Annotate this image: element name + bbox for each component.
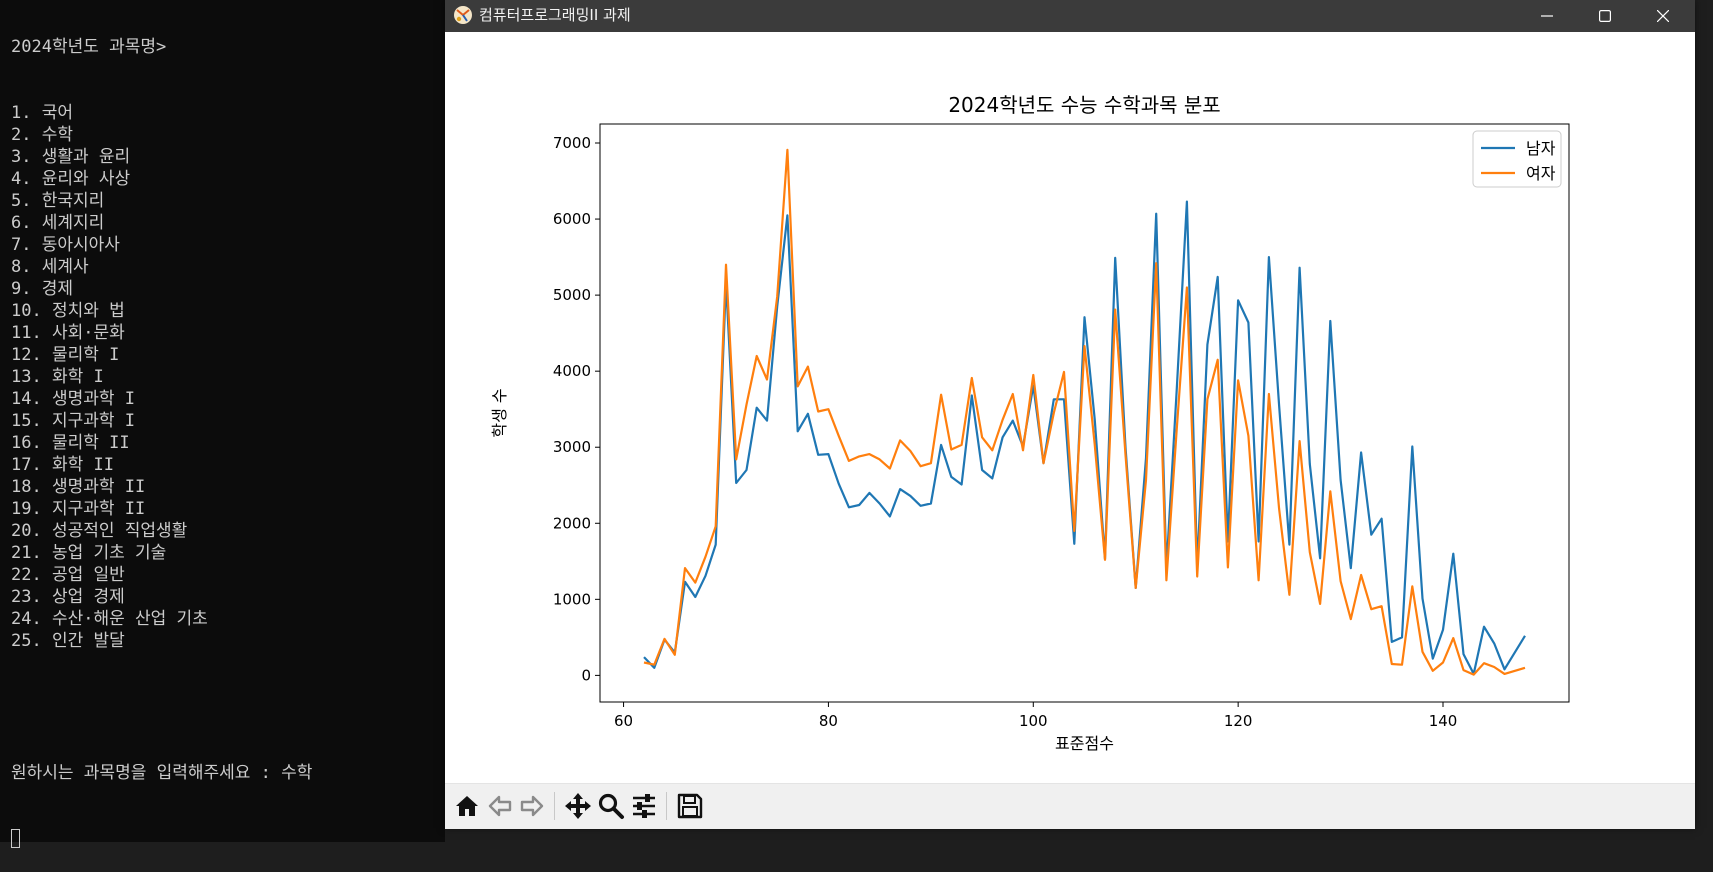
console-subject-list: 1. 국어 2. 수학 3. 생활과 윤리 4. 윤리와 사상 5. 한국지리 6. 세계… [11, 102, 445, 652]
console-list-item: 18. 생명과학 II [11, 477, 146, 497]
console-list-item: 10. 정치와 법 [11, 301, 125, 321]
app-icon [454, 6, 472, 24]
console-list-item: 7. 동아시아사 [11, 235, 120, 255]
back-arrow-icon [488, 795, 512, 817]
x-tick-label: 100 [1019, 712, 1048, 730]
navigation-toolbar [445, 783, 1695, 829]
legend-label: 남자 [1526, 139, 1556, 158]
y-tick-label: 0 [581, 666, 591, 684]
pan-icon [565, 793, 591, 819]
console-list-item: 23. 상업 경제 [11, 587, 125, 607]
console-blank-line [11, 696, 445, 718]
legend-label: 여자 [1526, 164, 1556, 183]
console-list-item: 14. 생명과학 I [11, 389, 135, 409]
pan-button[interactable] [562, 790, 594, 822]
y-axis-ticks: 0 1000 2000 3000 4000 5000 6000 7000 [553, 134, 600, 684]
console-input-line[interactable] [11, 828, 445, 850]
console-list-item: 24. 수산·해운 산업 기초 [11, 609, 208, 629]
maximize-icon [1599, 10, 1611, 22]
figure-canvas[interactable]: 2024학년도 수능 수학과목 분포 60 80 100 120 140 0 1000 20… [445, 32, 1695, 783]
console-list-item: 11. 사회·문화 [11, 323, 125, 343]
console-list-item: 22. 공업 일반 [11, 565, 125, 585]
console-list-item: 21. 농업 기초 기술 [11, 543, 167, 563]
console-header: 2024학년도 과목명> [11, 37, 167, 57]
close-icon [1657, 10, 1669, 22]
console-list-item: 8. 세계사 [11, 257, 89, 277]
save-icon [677, 793, 703, 819]
figure-window: 컴퓨터프로그래밍II 과제 2024학년도 수능 수학과목 분포 60 80 100… [445, 0, 1695, 829]
y-tick-label: 3000 [553, 438, 591, 456]
console-list-item: 20. 성공적인 직업생활 [11, 521, 188, 541]
chart-lines [643, 148, 1526, 676]
console-list-item: 6. 세계지리 [11, 213, 105, 233]
console-list-item: 25. 인간 발달 [11, 631, 125, 651]
series-line-female [643, 148, 1526, 676]
minimize-icon [1541, 15, 1553, 17]
zoom-button[interactable] [595, 790, 627, 822]
minimize-button[interactable] [1518, 0, 1576, 32]
y-axis-label: 학생 수 [490, 388, 509, 437]
x-tick-label: 120 [1224, 712, 1253, 730]
x-axis-ticks: 60 80 100 120 140 [614, 702, 1457, 730]
toolbar-separator [666, 792, 667, 820]
back-button[interactable] [484, 790, 516, 822]
console-window[interactable]: 2024학년도 과목명> 1. 국어 2. 수학 3. 생활과 윤리 4. 윤리와 사… [0, 0, 445, 848]
console-list-item: 15. 지구과학 I [11, 411, 135, 431]
close-button[interactable] [1634, 0, 1692, 32]
series-line-male [643, 200, 1526, 676]
console-list-item: 1. 국어 [11, 103, 73, 123]
console-prompt: 원하시는 과목명을 입력해주세요 : 수학 [11, 763, 313, 783]
home-button[interactable] [451, 790, 483, 822]
axes-frame [599, 123, 1570, 703]
y-tick-label: 2000 [553, 514, 591, 532]
console-list-item: 3. 생활과 윤리 [11, 147, 131, 167]
console-cursor [11, 829, 20, 848]
zoom-icon [598, 793, 624, 819]
configure-subplots-button[interactable] [628, 790, 660, 822]
toolbar-separator [554, 792, 555, 820]
console-list-item: 13. 화학 I [11, 367, 104, 387]
console-list-item: 16. 물리학 II [11, 433, 130, 453]
configure-subplots-icon [633, 794, 655, 818]
x-tick-label: 80 [819, 712, 838, 730]
forward-button[interactable] [516, 790, 548, 822]
forward-arrow-icon [520, 795, 544, 817]
y-tick-label: 6000 [553, 210, 591, 228]
y-tick-label: 4000 [553, 362, 591, 380]
line-chart: 2024학년도 수능 수학과목 분포 60 80 100 120 140 0 1000 20… [490, 93, 1570, 753]
console-list-item: 9. 경제 [11, 279, 73, 299]
chart-title: 2024학년도 수능 수학과목 분포 [948, 93, 1220, 117]
save-button[interactable] [674, 790, 706, 822]
home-icon [456, 796, 478, 816]
window-title: 컴퓨터프로그래밍II 과제 [479, 6, 631, 24]
console-list-item: 19. 지구과학 II [11, 499, 146, 519]
y-tick-label: 1000 [553, 590, 591, 608]
console-list-item: 2. 수학 [11, 125, 73, 145]
y-tick-label: 7000 [553, 134, 591, 152]
console-list-item: 17. 화학 II [11, 455, 114, 475]
y-tick-label: 5000 [553, 286, 591, 304]
window-titlebar[interactable]: 컴퓨터프로그래밍II 과제 [445, 0, 1695, 32]
x-tick-label: 60 [614, 712, 633, 730]
console-list-item: 5. 한국지리 [11, 191, 105, 211]
console-list-item: 4. 윤리와 사상 [11, 169, 131, 189]
console-list-item: 12. 물리학 I [11, 345, 120, 365]
maximize-button[interactable] [1576, 0, 1634, 32]
x-tick-label: 140 [1429, 712, 1458, 730]
x-axis-label: 표준점수 [1055, 734, 1114, 753]
